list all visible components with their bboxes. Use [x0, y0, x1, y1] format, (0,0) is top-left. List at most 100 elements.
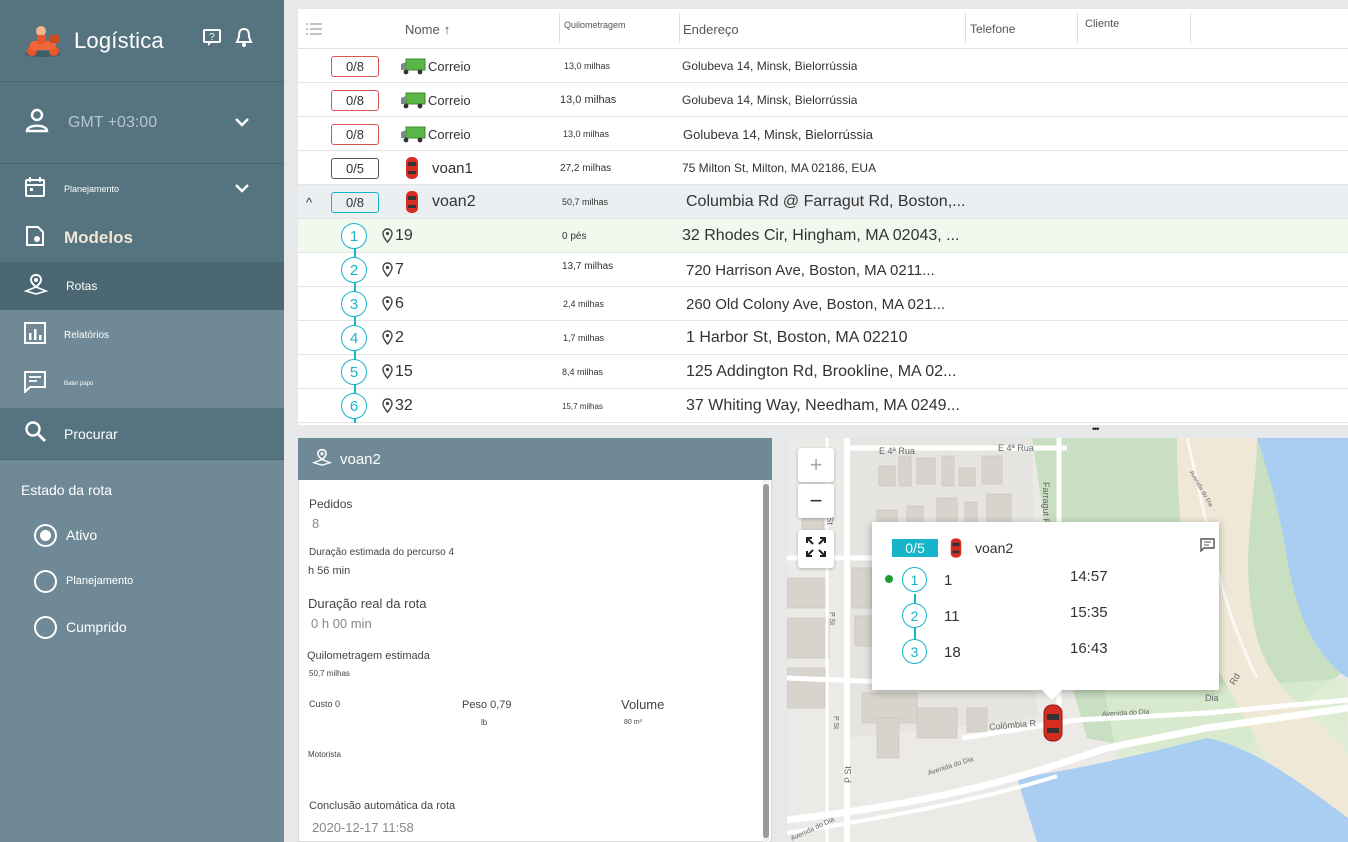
- map-view[interactable]: E 4ª Rua E 4ª Rua Farragut Road P St P S…: [787, 438, 1348, 842]
- table-row[interactable]: 0/8 Correio 13,0 milhas Golubeva 14, Min…: [298, 83, 1348, 117]
- courier-logo-icon: [22, 23, 64, 59]
- stop-row[interactable]: 6 32 15,7 milhas 37 Whiting Way, Needham…: [298, 389, 1348, 423]
- stop-row[interactable]: 4 2 1,7 milhas 1 Harbor St, Boston, MA 0…: [298, 321, 1348, 355]
- order-count-badge: 0/8: [331, 55, 379, 77]
- route-state-title: Estado da rota: [21, 482, 113, 498]
- auto-complete-value: 2020-12-17 11:58: [312, 820, 414, 835]
- route-name: Correio: [428, 126, 471, 142]
- popup-stop-row[interactable]: 3 18 16:43: [872, 637, 1219, 667]
- sidebar-item-routes[interactable]: Rotas: [0, 262, 284, 310]
- stop-id: 19: [395, 227, 413, 244]
- routes-table: Nome ↑ Quilometragem Endereço Telefone C…: [298, 9, 1348, 425]
- zoom-out-button[interactable]: −: [798, 484, 834, 518]
- stop-row[interactable]: 2 7 13,7 milhas 720 Harrison Ave, Boston…: [298, 253, 1348, 287]
- stop-name: 11: [944, 608, 960, 625]
- stop-row[interactable]: 1 19 0 pés 32 Rhodes Cir, Hingham, MA 02…: [298, 219, 1348, 253]
- weight-unit: lb: [481, 718, 488, 727]
- radio-completed[interactable]: Cumprido: [21, 604, 284, 650]
- radio-button[interactable]: [34, 523, 57, 547]
- stop-number-badge: 4: [341, 325, 367, 351]
- stop-number-badge: 5: [341, 359, 367, 385]
- stop-mileage: 15,7 milhas: [562, 401, 603, 411]
- map-street-label: Dia: [1205, 693, 1219, 703]
- help-chat-icon[interactable]: ?: [202, 27, 222, 54]
- stop-row[interactable]: 3 6 2,4 milhas 260 Old Colony Ave, Bosto…: [298, 287, 1348, 321]
- route-address: Golubeva 14, Minsk, Bielorrússia: [683, 126, 874, 142]
- sidebar-item-models[interactable]: Modelos: [0, 214, 284, 262]
- route-mileage: 50,7 milhas: [562, 197, 609, 207]
- stop-mileage: 8,4 milhas: [562, 367, 604, 377]
- table-row[interactable]: 0/8 Correio 13,0 milhas Golubeva 14, Min…: [298, 117, 1348, 151]
- sidebar-item-reports[interactable]: Relatórios: [0, 310, 284, 360]
- zoom-in-button[interactable]: +: [798, 448, 834, 482]
- sidebar-item-chat[interactable]: Bater papo: [0, 360, 284, 408]
- car-icon: [404, 185, 420, 219]
- column-header-label: Quilometragem: [564, 20, 626, 30]
- volume-value: 80 m³: [624, 719, 642, 726]
- sidebar-item-label: Modelos: [64, 228, 133, 247]
- volume-label: Volume: [621, 697, 665, 712]
- column-header-phone[interactable]: Telefone: [970, 9, 1015, 49]
- stop-number-badge: 3: [902, 639, 927, 664]
- popup-stop-row[interactable]: 1 1 14:57: [872, 565, 1219, 595]
- stop-number-badge: 6: [341, 393, 367, 419]
- map-street-label: P St: [843, 766, 853, 783]
- stop-id: 7: [395, 261, 404, 278]
- stop-id: 2: [395, 329, 404, 346]
- column-header-label: Endereço: [683, 21, 739, 37]
- stop-row[interactable]: 5 15 8,4 milhas 125 Addington Rd, Brookl…: [298, 355, 1348, 389]
- stop-name: 18: [944, 644, 961, 661]
- calendar-icon: [24, 176, 46, 203]
- stop-address: 260 Old Colony Ave, Boston, MA 021...: [686, 295, 946, 313]
- radio-button[interactable]: [34, 569, 57, 593]
- map-pin-icon: [382, 253, 393, 287]
- column-header-client[interactable]: Cliente: [1085, 9, 1119, 49]
- real-duration-label: Duração real da rota: [308, 596, 427, 611]
- table-row-selected[interactable]: ^ 0/8 voan2 50,7 milhas Columbia Rd @ Fa…: [298, 185, 1348, 219]
- sort-arrow-icon: ↑: [443, 21, 451, 37]
- sidebar-item-label: Planejamento: [64, 184, 120, 194]
- expand-icon: [805, 536, 827, 563]
- column-header-name[interactable]: Nome ↑: [405, 9, 450, 49]
- radio-label: Planejamento: [66, 575, 134, 587]
- fullscreen-button[interactable]: [798, 530, 834, 568]
- details-scrollbar[interactable]: [763, 480, 769, 842]
- table-row[interactable]: 0/8 Correio 13,0 milhas Golubeva 14, Min…: [298, 49, 1348, 83]
- radio-label: Ativo: [66, 527, 98, 543]
- app-header: Logística ?: [0, 0, 284, 82]
- bell-icon[interactable]: [234, 27, 254, 54]
- stop-name: 1: [944, 572, 953, 589]
- radio-label: Cumprido: [66, 619, 127, 635]
- details-title: voan2: [340, 450, 381, 468]
- column-header-address[interactable]: Endereço: [683, 9, 739, 49]
- comment-icon[interactable]: [1200, 538, 1215, 557]
- radio-button[interactable]: [34, 615, 57, 639]
- sidebar-item-search[interactable]: Procurar: [0, 408, 284, 460]
- column-header-mileage[interactable]: Quilometragem: [564, 9, 626, 49]
- collapse-chevron-icon[interactable]: ^: [306, 194, 313, 210]
- column-settings-icon[interactable]: [306, 9, 322, 49]
- sidebar-item-planning[interactable]: Planejamento: [0, 164, 284, 214]
- chat-icon: [24, 370, 46, 398]
- radio-active[interactable]: Ativo: [21, 512, 284, 558]
- real-duration-value: 0 h 00 min: [311, 616, 372, 631]
- app-title: Logística: [74, 27, 164, 53]
- chevron-down-icon[interactable]: [234, 114, 250, 132]
- table-row[interactable]: 0/5 voan1 27,2 milhas 75 Milton St, Milt…: [298, 151, 1348, 185]
- car-marker-icon[interactable]: [1041, 704, 1065, 747]
- stop-number-badge: 3: [341, 291, 367, 317]
- map-street-label: E 4ª Rua: [879, 446, 915, 456]
- popup-stop-row[interactable]: 2 11 15:35: [872, 601, 1219, 631]
- route-details-panel: voan2 Pedidos 8 Duração estimada do perc…: [298, 438, 772, 842]
- panel-resize-handle[interactable]: •••: [1092, 424, 1100, 434]
- car-icon: [949, 537, 963, 564]
- chevron-down-icon[interactable]: [234, 180, 250, 198]
- stop-time: 16:43: [1070, 640, 1108, 657]
- map-street-label: P St: [832, 716, 839, 730]
- column-header-label: Nome: [405, 21, 440, 37]
- route-mileage: 27,2 milhas: [560, 162, 612, 174]
- radio-planning[interactable]: Planejamento: [21, 558, 284, 604]
- user-selector[interactable]: GMT +03:00: [0, 82, 284, 164]
- map-pin-icon: [382, 321, 393, 355]
- route-name: voan2: [432, 193, 476, 210]
